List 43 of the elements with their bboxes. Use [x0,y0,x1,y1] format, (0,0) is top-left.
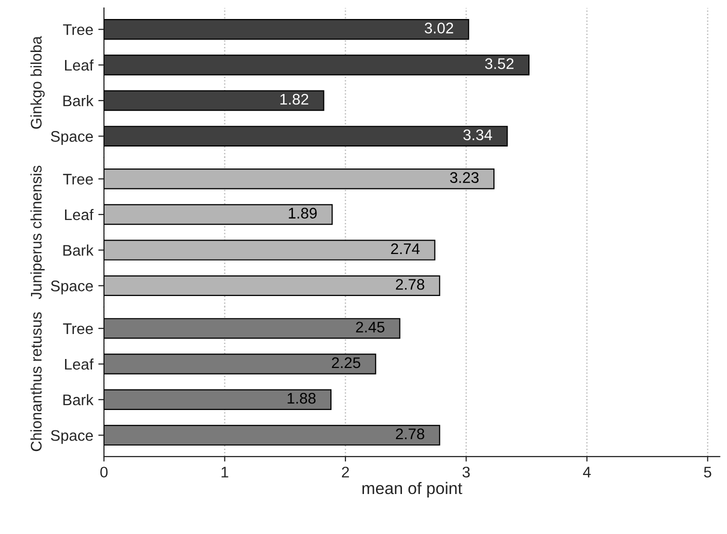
data-label: 2.78 [396,278,424,290]
data-label: 2.74 [391,243,420,254]
bar [104,318,400,339]
y-tick-label: Space [50,131,93,145]
bar [104,424,440,446]
bar [104,240,436,260]
bar [104,54,530,76]
bar [104,389,332,410]
y-tick-label: Tree [63,24,93,36]
y-tick-label: Space [50,280,93,294]
bar [104,354,376,374]
y-tick-label: Leaf [65,208,94,220]
bar [104,90,324,111]
y-axis-title: Ginkgo biloba [30,36,45,129]
y-tick-label: Bark [63,95,94,106]
y-tick-label: Space [50,430,93,444]
bar [104,19,470,40]
data-label: 2.25 [332,357,360,368]
y-tick-label: Bark [63,394,94,406]
y-tick-label: Tree [63,174,93,185]
data-label: 3.23 [450,172,479,183]
x-tick-label: 1 [222,466,228,478]
bar [104,126,508,147]
y-tick-label: Leaf [65,358,94,370]
x-tick-label: 5 [704,466,712,478]
x-tick-label: 4 [583,466,591,478]
data-label: 1.82 [280,94,308,105]
data-label: 3.02 [424,22,454,34]
data-label: 1.89 [288,208,317,219]
data-label: 2.78 [396,428,424,440]
data-label: 2.45 [356,322,384,333]
y-tick-label: Leaf [65,59,94,71]
x-tick-label: 2 [342,466,349,478]
data-label: 3.52 [485,58,514,70]
y-axis-title: Chionanthus retusus [30,312,42,452]
y-tick-label: Bark [63,244,94,256]
x-tick-label: 3 [462,466,470,478]
y-tick-label: Tree [63,323,93,334]
y-axis-title: Juniperus chinensis [30,166,45,300]
x-axis-title: mean of point [362,482,462,498]
data-label: 1.88 [288,392,316,404]
data-label: 3.34 [463,129,492,140]
x-tick-label: 0 [100,466,108,478]
